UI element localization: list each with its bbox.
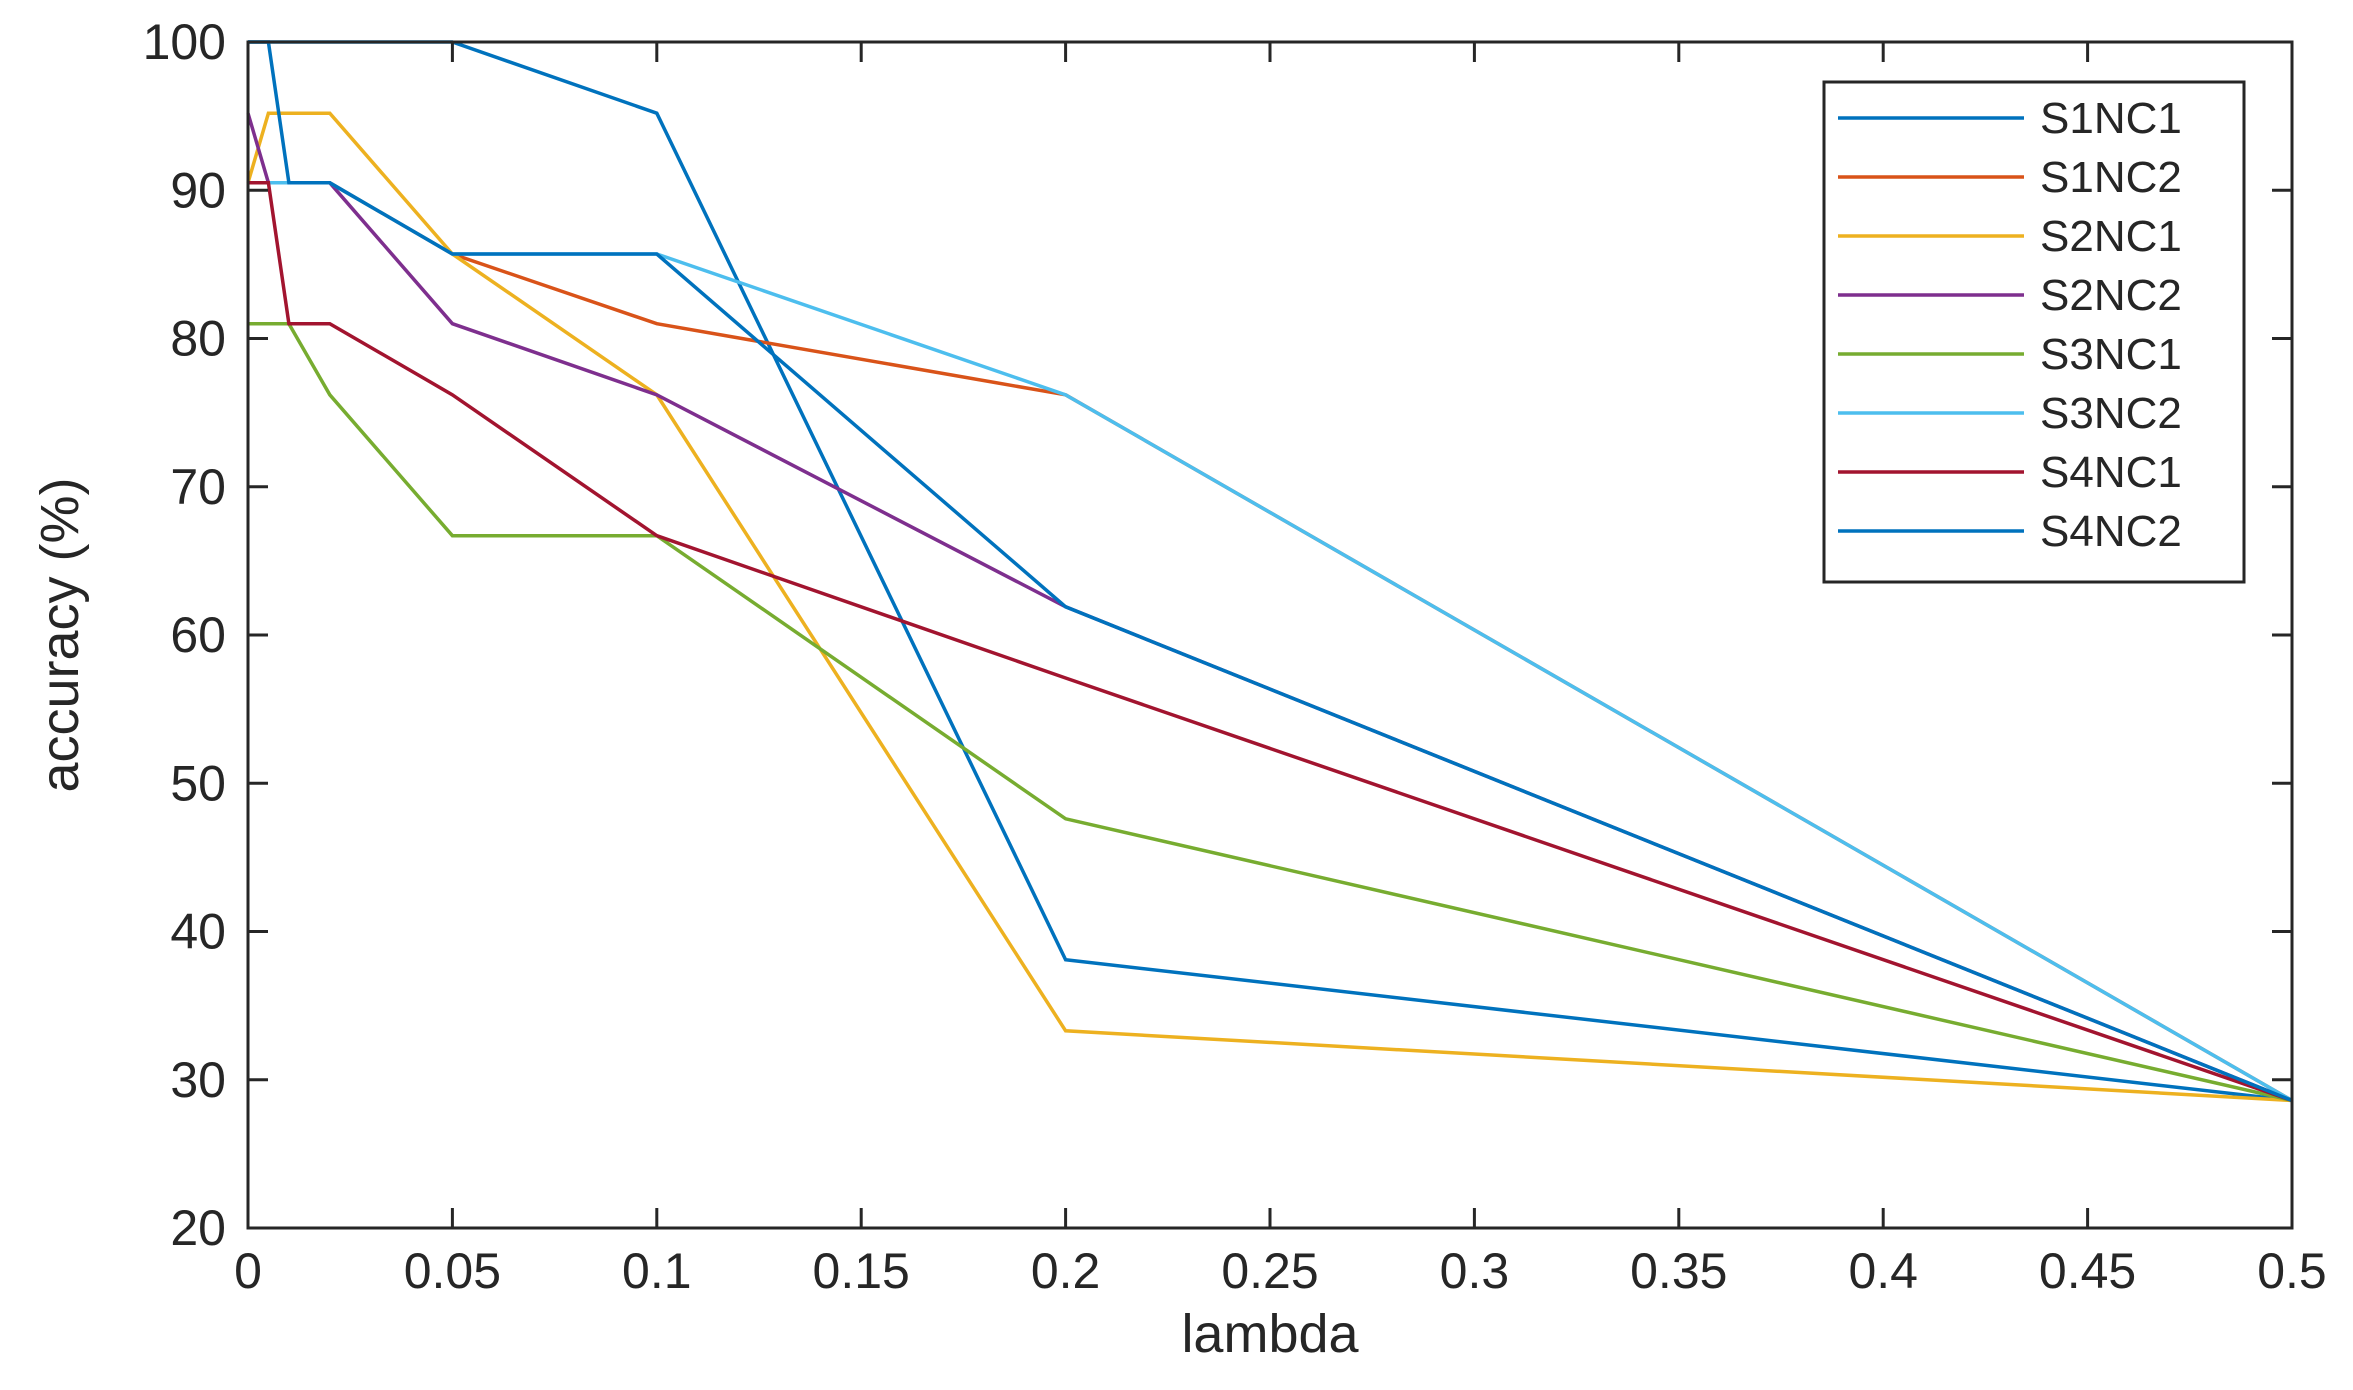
y-tick-label: 50 — [170, 755, 226, 811]
legend: S1NC1 S1NC2 S2NC1 S2NC2 S3NC1 S3NC2 S4NC1 S4NC2 — [1822, 80, 2246, 584]
y-tick-label: 30 — [170, 1052, 226, 1108]
y-tick-label: 100 — [143, 14, 226, 70]
legend-label: S1NC2 — [2040, 153, 2182, 202]
series-line-s2nc1 — [246, 111, 2293, 1103]
series-line-s4nc1 — [248, 181, 2293, 1103]
x-axis-label: lambda — [1181, 1304, 1359, 1364]
x-tick-label: 0.2 — [1031, 1243, 1101, 1299]
y-tick-label: 90 — [170, 162, 226, 218]
x-tick-label: 0.5 — [2257, 1243, 2327, 1299]
y-tick-label: 40 — [170, 904, 226, 960]
legend-box — [1822, 80, 2246, 584]
axis-ticks — [246, 40, 2294, 1230]
legend-label: S3NC2 — [2040, 389, 2182, 438]
legend-label: S1NC1 — [2040, 94, 2182, 143]
legend-label: S4NC2 — [2040, 507, 2182, 556]
y-tick-label: 60 — [170, 607, 226, 663]
legend-label: S4NC1 — [2040, 448, 2182, 497]
x-tick-label: 0.1 — [622, 1243, 692, 1299]
x-tick-label: 0.3 — [1440, 1243, 1510, 1299]
x-tick-label: 0 — [234, 1243, 262, 1299]
x-tick-label: 0.35 — [1630, 1243, 1727, 1299]
series-line-s3nc1 — [248, 321, 2293, 1103]
y-axis-label: accuracy (%) — [30, 477, 90, 792]
series-line-s4nc2 — [248, 40, 2293, 1103]
x-tick-label: 0.15 — [813, 1243, 910, 1299]
legend-label: S3NC1 — [2040, 330, 2182, 379]
y-tick-label: 80 — [170, 311, 226, 367]
x-tick-label: 0.25 — [1221, 1243, 1318, 1299]
legend-label: S2NC2 — [2040, 271, 2182, 320]
y-tick-labels: 20 30 40 50 60 70 80 90 100 — [143, 14, 226, 1256]
legend-label: S2NC1 — [2040, 212, 2182, 261]
x-tick-label: 0.45 — [2039, 1243, 2136, 1299]
x-tick-label: 0.4 — [1848, 1243, 1918, 1299]
y-tick-label: 70 — [170, 459, 226, 515]
y-tick-label: 20 — [170, 1200, 226, 1256]
x-tick-labels: 0 0.05 0.1 0.15 0.2 0.25 0.3 0.35 0.4 0.45 0.5 — [234, 1243, 2327, 1299]
x-tick-label: 0.05 — [404, 1243, 501, 1299]
